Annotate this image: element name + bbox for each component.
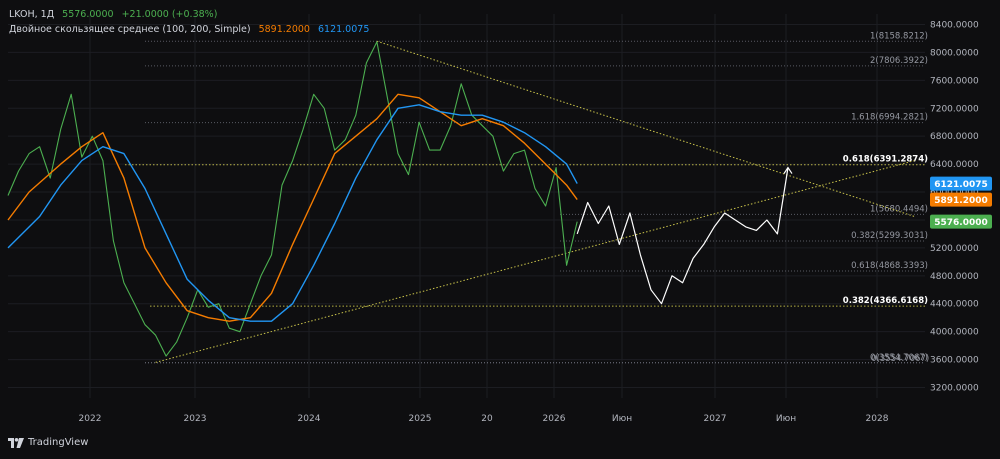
fib-label: 0.618(6391.2874)	[843, 155, 928, 165]
fib-label: 0(3554.7067)	[871, 354, 929, 364]
chart-series	[7, 41, 793, 357]
y-tick-label: 3200.0000	[930, 384, 979, 394]
x-tick-label: 2026	[543, 414, 566, 424]
y-tick-label: 4800.0000	[930, 272, 979, 282]
y-tick-label: 8400.0000	[930, 20, 979, 30]
y-tick-label: 6800.0000	[930, 132, 979, 142]
projection-path	[576, 167, 789, 305]
x-tick-label: 2025	[409, 414, 432, 424]
y-tick-label: 5200.0000	[930, 244, 979, 254]
chart-axes: 8400.0000 8000.0000 7600.0000 7200.0000 6800…	[79, 20, 979, 424]
y-tick-label: 6400.0000	[930, 160, 979, 170]
fib-label: 0.382(5299.3031)	[851, 231, 928, 241]
triangle-trendlines	[155, 40, 915, 363]
price-badge-box	[930, 176, 992, 191]
x-tick-label: 2024	[298, 414, 321, 424]
price-badge-box	[930, 192, 992, 207]
y-tick-label: 4400.0000	[930, 300, 979, 310]
fib-label: 1(5680.4494)	[870, 204, 928, 214]
x-tick-label: 2027	[704, 414, 727, 424]
ma-slow-value: 6121.0075	[317, 24, 370, 35]
triangle-upper-line	[376, 40, 915, 217]
y-tick-label: 7200.0000	[930, 104, 979, 114]
price-badges: 6121.0075 5891.2000 5576.0000	[930, 176, 992, 229]
tradingview-logo[interactable]: TradingView	[8, 437, 88, 448]
projection-arrowhead	[783, 166, 793, 174]
fib-label: 1.618(6994.2821)	[851, 113, 928, 123]
ma-slow-line	[7, 104, 578, 322]
last-price: 5576.0000	[62, 9, 114, 20]
y-tick-label: 7600.0000	[930, 76, 979, 86]
symbol-legend: LKOH, 1Д 5576.0000 +21.0000 (+0.38%)	[9, 9, 222, 20]
x-tick-label: Июн	[776, 414, 796, 424]
indicator-label[interactable]: Двойное скользящее среднее (100, 200, Si…	[9, 24, 251, 35]
price-line	[7, 41, 578, 357]
fib-label: 0.618(4868.3393)	[851, 261, 928, 271]
triangle-lower-line	[155, 160, 915, 363]
fib-label: 0.382(4366.6168)	[843, 296, 928, 306]
indicator-legend: Двойное скользящее среднее (100, 200, Si…	[9, 24, 374, 35]
y-tick-label: 4000.0000	[930, 328, 979, 338]
price-badge-label: 5576.0000	[934, 218, 988, 228]
x-tick-label: 20	[481, 414, 493, 424]
brand-name: TradingView	[28, 437, 89, 448]
fib-label: 2(7806.3922)	[870, 56, 928, 66]
x-tick-label: 2023	[184, 414, 207, 424]
tradingview-icon	[8, 437, 24, 448]
ma-fast-value: 5891.2000	[258, 24, 310, 35]
fib-label: 1(8158.8212)	[870, 31, 928, 41]
ma-fast-line	[7, 93, 578, 322]
fibonacci-levels: 1(8158.8212) 2(7806.3922) 1.618(6994.2821)…	[125, 31, 929, 364]
x-tick-label: 2028	[866, 414, 889, 424]
price-badge-label: 6121.0075	[934, 180, 988, 190]
price-change: +21.0000 (+0.38%)	[121, 9, 218, 20]
x-tick-label: 2022	[79, 414, 102, 424]
y-tick-label: 8000.0000	[930, 48, 979, 58]
fib-label: 0(3554.7067)	[870, 353, 928, 363]
symbol-label[interactable]: LKOH, 1Д	[9, 9, 55, 20]
y-tick-label: 3600.0000	[930, 356, 979, 366]
price-badge-label: 5891.2000	[934, 196, 988, 206]
chart-grid	[8, 14, 925, 398]
x-tick-label: Июн	[612, 414, 632, 424]
price-badge-box	[930, 214, 992, 229]
